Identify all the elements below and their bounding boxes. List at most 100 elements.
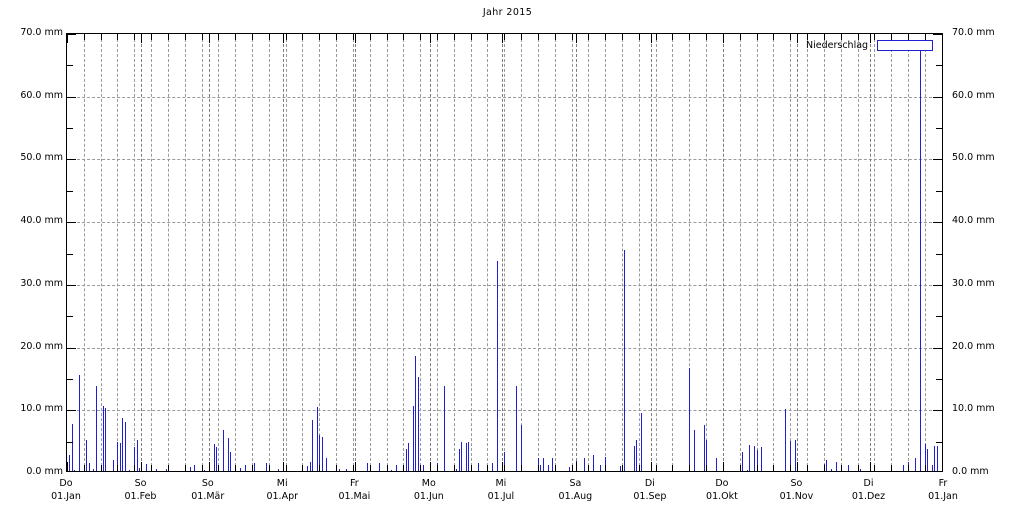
x-tick-minor bbox=[773, 465, 775, 471]
x-tick-minor bbox=[924, 34, 926, 40]
bar bbox=[74, 469, 76, 471]
bar bbox=[105, 408, 107, 471]
x-tick-minor bbox=[83, 34, 85, 40]
x-tick-minor bbox=[941, 34, 942, 40]
x-axis-label: Sa 01.Aug bbox=[559, 477, 593, 503]
x-axis-label: Mo 01.Jun bbox=[414, 477, 444, 503]
x-tick-minor bbox=[554, 34, 556, 40]
bar bbox=[405, 449, 407, 471]
x-axis-label-date: 01.Mai bbox=[338, 491, 371, 502]
x-tick-minor bbox=[470, 34, 472, 40]
x-axis-label-weekday: Mi bbox=[495, 478, 507, 489]
bar bbox=[213, 444, 215, 471]
x-tick-minor bbox=[302, 34, 304, 40]
vertical-gridline-month bbox=[429, 34, 431, 471]
bar bbox=[244, 465, 246, 471]
y-tick-minor bbox=[67, 253, 73, 255]
x-tick-minor bbox=[302, 465, 304, 471]
bar bbox=[461, 442, 463, 471]
bar bbox=[396, 465, 398, 471]
x-tick-minor bbox=[117, 465, 119, 471]
y-tick-minor bbox=[936, 253, 942, 255]
x-axis-label: Di 01.Sep bbox=[633, 477, 666, 503]
x-axis-label-date: 01.Aug bbox=[558, 491, 593, 502]
bar bbox=[742, 452, 744, 471]
vertical-gridline bbox=[268, 34, 270, 471]
y-tick-major bbox=[67, 284, 76, 286]
y-tick-minor bbox=[936, 378, 942, 380]
x-tick-minor bbox=[571, 465, 573, 471]
x-tick-major bbox=[650, 34, 652, 43]
bar bbox=[795, 439, 797, 471]
bar bbox=[790, 440, 792, 471]
x-tick-major bbox=[429, 34, 431, 43]
bar bbox=[415, 355, 417, 471]
vertical-gridline bbox=[504, 34, 506, 471]
vertical-gridline bbox=[924, 34, 926, 471]
bar bbox=[338, 468, 340, 471]
vertical-gridline bbox=[386, 34, 388, 471]
bar bbox=[641, 412, 643, 471]
x-tick-minor bbox=[655, 465, 657, 471]
y-tick-minor bbox=[67, 316, 73, 318]
x-tick-minor bbox=[117, 34, 119, 40]
x-tick-minor bbox=[167, 34, 169, 40]
x-axis-label-date: 01.Mär bbox=[191, 491, 225, 502]
bar bbox=[412, 406, 414, 471]
x-tick-major bbox=[722, 462, 724, 471]
x-tick-minor bbox=[235, 34, 237, 40]
bar bbox=[456, 469, 458, 471]
bar bbox=[458, 449, 460, 471]
x-axis-label-date: 01.Jan bbox=[928, 491, 958, 502]
bar bbox=[278, 469, 280, 471]
chart-title: Jahr 2015 bbox=[482, 7, 533, 18]
x-tick-minor bbox=[571, 34, 573, 40]
x-tick-minor bbox=[83, 465, 85, 471]
bar bbox=[540, 464, 542, 471]
x-tick-minor bbox=[268, 465, 270, 471]
x-tick-minor bbox=[907, 34, 909, 40]
y-tick-major bbox=[933, 34, 942, 35]
vertical-gridline bbox=[739, 34, 741, 471]
x-tick-major bbox=[141, 462, 143, 471]
bar bbox=[583, 458, 585, 471]
y-tick-major bbox=[67, 96, 76, 98]
x-tick-major bbox=[576, 462, 578, 471]
x-tick-major bbox=[501, 34, 503, 43]
bar bbox=[636, 439, 638, 471]
x-tick-major bbox=[722, 34, 724, 43]
x-tick-minor bbox=[521, 34, 523, 40]
x-tick-minor bbox=[605, 465, 607, 471]
x-axis-label-weekday: Di bbox=[644, 478, 655, 489]
x-tick-minor bbox=[638, 34, 640, 40]
x-tick-minor bbox=[134, 34, 136, 40]
vertical-gridline bbox=[941, 34, 942, 471]
x-axis-label: Di 01.Dez bbox=[852, 477, 885, 503]
x-tick-minor bbox=[252, 465, 253, 471]
plot-area bbox=[66, 33, 943, 472]
x-tick-major bbox=[67, 462, 68, 471]
vertical-gridline bbox=[874, 34, 876, 471]
vertical-gridline-month bbox=[722, 34, 724, 471]
bar bbox=[619, 465, 621, 471]
x-tick-minor bbox=[470, 465, 472, 471]
y-axis-label: 60.0 mm bbox=[952, 89, 995, 101]
x-axis-label-date: 01.Sep bbox=[633, 491, 667, 502]
bar bbox=[749, 445, 751, 471]
y-tick-major bbox=[67, 34, 76, 35]
bar bbox=[321, 436, 323, 471]
x-tick-minor bbox=[386, 465, 388, 471]
x-axis-label-date: 01.Nov bbox=[779, 491, 814, 502]
y-tick-major bbox=[933, 96, 942, 98]
bar bbox=[847, 464, 849, 471]
bar bbox=[103, 406, 105, 471]
y-tick-minor bbox=[936, 441, 942, 443]
gridlines bbox=[67, 34, 942, 471]
bar bbox=[408, 443, 410, 471]
x-tick-minor bbox=[319, 465, 321, 471]
y-tick-major bbox=[933, 159, 942, 161]
x-tick-minor bbox=[218, 34, 220, 40]
x-tick-minor bbox=[706, 34, 708, 40]
x-tick-minor bbox=[268, 34, 270, 40]
x-axis-label-date: 01.Dez bbox=[851, 491, 886, 502]
